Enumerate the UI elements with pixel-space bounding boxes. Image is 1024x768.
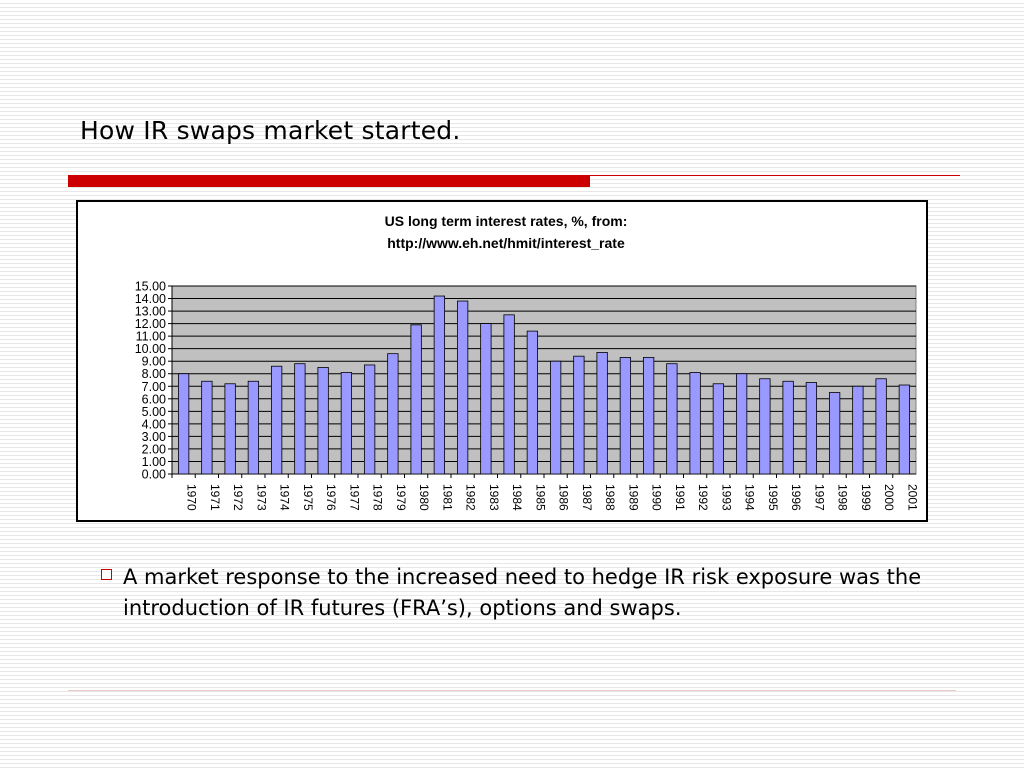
x-tick-label: 1993 xyxy=(719,484,733,511)
title-accent-line xyxy=(590,175,960,176)
bar xyxy=(782,380,794,475)
x-tick-label: 1978 xyxy=(371,484,385,511)
chart-title-line2: http://www.eh.net/hmit/interest_rate xyxy=(387,235,625,251)
bar xyxy=(340,372,353,475)
x-tick-label: 1991 xyxy=(673,484,687,511)
bar xyxy=(247,380,260,475)
bar xyxy=(759,378,771,475)
bar xyxy=(294,363,306,475)
x-tick-label: 1975 xyxy=(301,484,315,511)
bar xyxy=(573,355,585,475)
bar xyxy=(619,357,632,475)
footer-divider xyxy=(68,690,956,691)
chart-frame: US long term interest rates, %, from: ht… xyxy=(76,200,928,522)
y-tick-label: 2.00 xyxy=(142,442,166,456)
bar xyxy=(201,380,213,475)
x-tick-label: 1972 xyxy=(231,484,245,511)
y-tick-label: 7.00 xyxy=(142,380,166,394)
x-tick-label: 1979 xyxy=(394,484,408,511)
x-tick-label: 2000 xyxy=(882,484,896,511)
x-tick-label: 1977 xyxy=(347,484,361,511)
square-bullet-icon xyxy=(101,569,112,580)
slide-title: How IR swaps market started. xyxy=(80,116,461,145)
title-accent-bar xyxy=(68,175,590,187)
bullet-text: A market response to the increased need … xyxy=(123,565,922,620)
x-tick-label: 1999 xyxy=(859,484,873,511)
y-tick-label: 4.00 xyxy=(142,417,166,431)
plot-background xyxy=(171,285,917,475)
y-tick-label: 5.00 xyxy=(142,405,166,419)
x-tick-label: 1970 xyxy=(185,484,199,511)
x-tick-label: 1997 xyxy=(812,484,826,511)
x-tick-label: 1973 xyxy=(254,484,268,511)
y-tick-label: 8.00 xyxy=(142,367,166,381)
x-tick-label: 1982 xyxy=(464,484,478,511)
bar xyxy=(735,373,748,475)
bar xyxy=(270,365,283,475)
bar xyxy=(898,384,911,475)
bar xyxy=(503,314,515,475)
x-tick-label: 1989 xyxy=(626,484,640,511)
bar xyxy=(177,373,190,475)
x-tick-label: 1985 xyxy=(533,484,547,511)
bar-chart: US long term interest rates, %, from: ht… xyxy=(135,213,920,511)
y-tick-label: 12.00 xyxy=(135,317,166,331)
x-tick-label: 1986 xyxy=(557,484,571,511)
bar xyxy=(642,357,655,475)
chart-title-line1: US long term interest rates, %, from: xyxy=(385,213,628,229)
x-tick-label: 1987 xyxy=(580,484,594,511)
y-tick-label: 14.00 xyxy=(135,292,166,306)
bar xyxy=(666,363,678,475)
bar xyxy=(224,383,236,475)
x-tick-label: 1980 xyxy=(417,484,431,511)
bar xyxy=(410,324,422,475)
bar xyxy=(387,353,399,475)
x-tick-label: 1976 xyxy=(324,484,338,511)
x-tick-label: 1995 xyxy=(766,484,780,511)
bar xyxy=(712,383,725,475)
y-tick-label: 1.00 xyxy=(142,455,166,469)
bar xyxy=(526,330,539,475)
bar xyxy=(363,364,376,475)
bar xyxy=(689,372,701,475)
x-tick-label: 1983 xyxy=(487,484,501,511)
x-tick-label: 1990 xyxy=(650,484,664,511)
bar xyxy=(456,300,469,475)
y-tick-label: 13.00 xyxy=(135,305,166,319)
bar xyxy=(852,385,864,475)
bar xyxy=(480,323,492,475)
x-tick-label: 1996 xyxy=(789,484,803,511)
x-tick-label: 1971 xyxy=(208,484,222,511)
bar xyxy=(596,352,608,475)
y-tick-label: 10.00 xyxy=(135,342,166,356)
y-tick-label: 15.00 xyxy=(135,280,166,294)
y-tick-label: 6.00 xyxy=(142,392,166,406)
x-tick-label: 2001 xyxy=(905,484,919,511)
x-tick-label: 1992 xyxy=(696,484,710,511)
bar xyxy=(875,378,887,475)
x-tick-label: 1981 xyxy=(440,484,454,511)
y-tick-label: 3.00 xyxy=(142,430,166,444)
bar xyxy=(433,295,446,475)
x-tick-label: 1974 xyxy=(278,484,292,511)
bar xyxy=(317,367,329,475)
bar xyxy=(828,392,841,475)
bar xyxy=(805,382,818,475)
x-tick-label: 1998 xyxy=(836,484,850,511)
bar xyxy=(549,360,562,475)
y-tick-label: 11.00 xyxy=(136,330,166,344)
x-tick-label: 1988 xyxy=(603,484,617,511)
y-tick-label: 0.00 xyxy=(142,468,166,482)
x-tick-label: 1984 xyxy=(510,484,524,511)
x-tick-label: 1994 xyxy=(743,484,757,511)
y-tick-label: 9.00 xyxy=(142,355,166,369)
